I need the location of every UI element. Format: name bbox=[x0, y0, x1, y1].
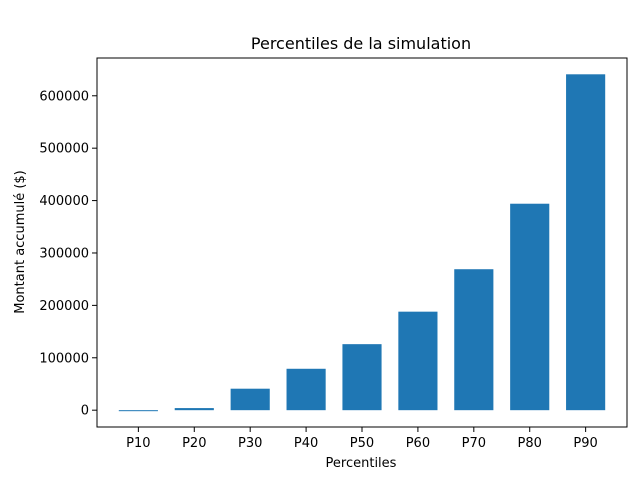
x-tick-label: P40 bbox=[294, 436, 318, 451]
y-tick-label: 300000 bbox=[39, 246, 89, 261]
bar-p70 bbox=[454, 269, 494, 411]
x-axis-title: Percentiles bbox=[326, 456, 397, 471]
x-axis: P10 P20 P30 P40 P50 P60 P70 P80 P90 bbox=[126, 427, 598, 451]
bar-p80 bbox=[510, 203, 550, 411]
x-tick-label: P50 bbox=[350, 436, 374, 451]
y-axis: 0 100000 200000 300000 400000 500000 600000 bbox=[39, 89, 97, 419]
x-tick-label: P90 bbox=[573, 436, 597, 451]
bar-p30 bbox=[230, 388, 270, 411]
x-tick-label: P60 bbox=[406, 436, 430, 451]
bar-p10 bbox=[118, 410, 158, 412]
bar-p90 bbox=[566, 74, 606, 411]
y-tick-label: 200000 bbox=[39, 299, 89, 314]
y-tick-label: 100000 bbox=[39, 351, 89, 366]
x-tick-label: P30 bbox=[238, 436, 262, 451]
y-tick-label: 500000 bbox=[39, 142, 89, 157]
x-tick-label: P80 bbox=[518, 436, 542, 451]
bar-p60 bbox=[398, 311, 438, 411]
x-tick-label: P70 bbox=[462, 436, 486, 451]
chart-title: Percentiles de la simulation bbox=[251, 34, 471, 53]
bar-p40 bbox=[286, 368, 326, 411]
plot-frame bbox=[96, 57, 628, 428]
x-tick-label: P10 bbox=[126, 436, 150, 451]
y-tick-label: 400000 bbox=[39, 194, 89, 209]
bar-p50 bbox=[342, 344, 382, 411]
bars bbox=[118, 74, 606, 412]
y-axis-title: Montant accumulé ($) bbox=[13, 170, 28, 314]
x-tick-label: P20 bbox=[182, 436, 206, 451]
bar-p20 bbox=[174, 408, 214, 411]
y-tick-label: 0 bbox=[81, 404, 89, 419]
y-tick-label: 600000 bbox=[39, 89, 89, 104]
